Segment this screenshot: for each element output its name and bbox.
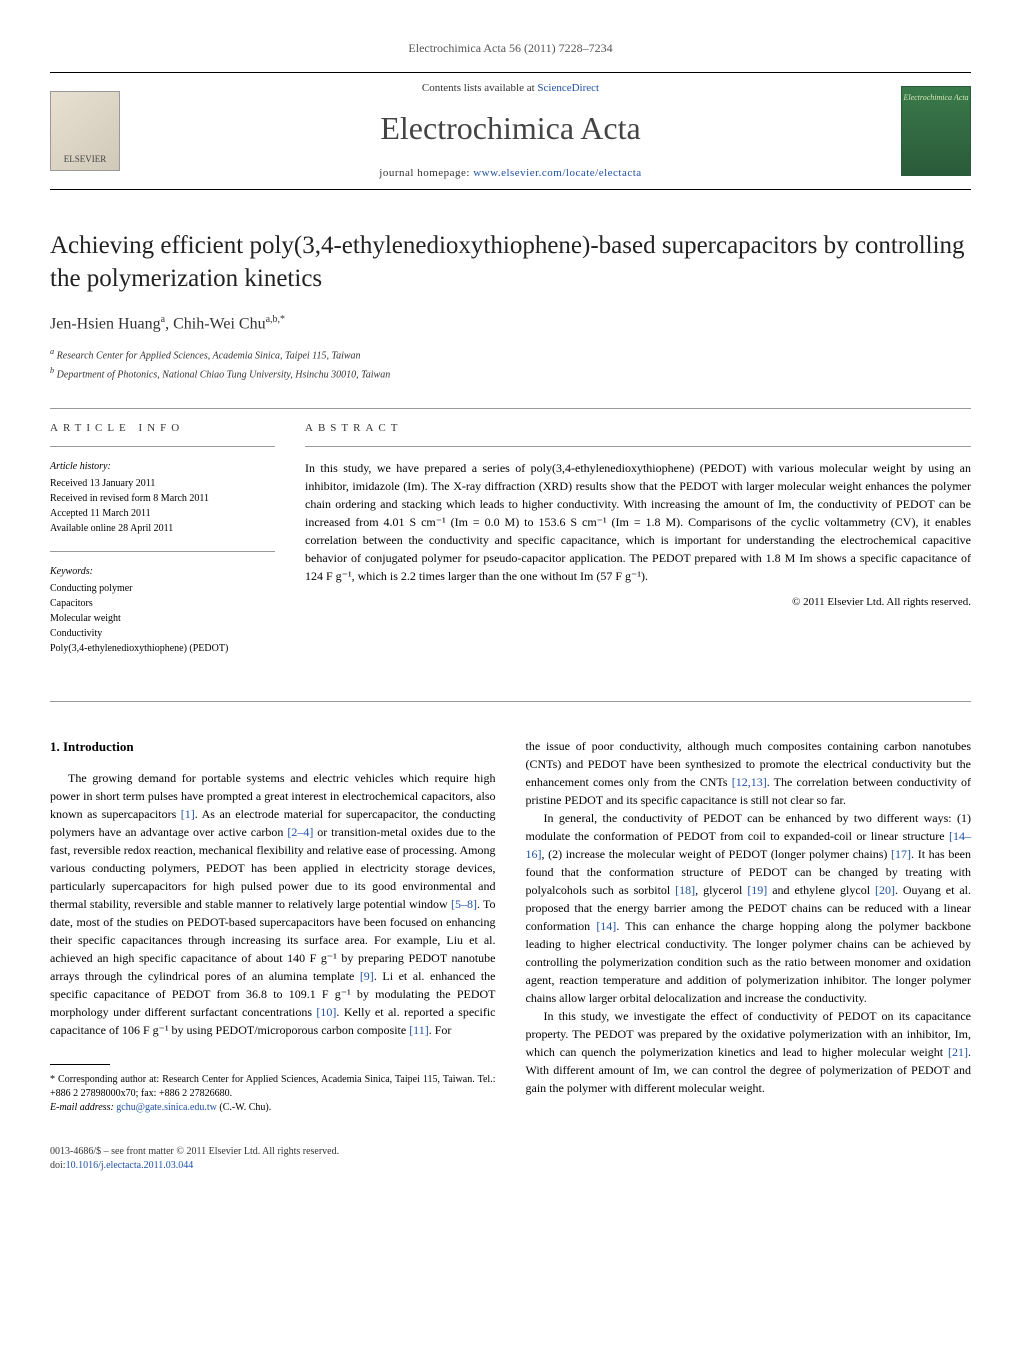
keyword: Conductivity xyxy=(50,626,275,641)
ref-link[interactable]: [21] xyxy=(948,1045,968,1059)
homepage-prefix: journal homepage: xyxy=(379,167,473,179)
divider xyxy=(50,446,275,447)
received-date: Received 13 January 2011 xyxy=(50,476,275,491)
divider xyxy=(50,551,275,552)
ref-link[interactable]: [9] xyxy=(360,969,374,983)
body-column-right: the issue of poor conductivity, although… xyxy=(526,737,972,1115)
corresponding-footnote: * Corresponding author at: Research Cent… xyxy=(50,1073,496,1101)
journal-name: Electrochimica Acta xyxy=(120,106,901,151)
ref-link[interactable]: [10] xyxy=(316,1005,336,1019)
divider xyxy=(305,446,971,447)
ref-link[interactable]: [1] xyxy=(181,807,195,821)
contents-lists-line: Contents lists available at ScienceDirec… xyxy=(120,81,901,96)
email-suffix: (C.-W. Chu). xyxy=(217,1102,271,1113)
history-label: Article history: xyxy=(50,459,275,474)
author-2-affil: a,b, xyxy=(266,314,280,325)
ref-link[interactable]: [12,13] xyxy=(732,775,767,789)
email-label: E-mail address: xyxy=(50,1102,116,1113)
ref-link[interactable]: [14] xyxy=(596,919,616,933)
doi-line: doi:10.1016/j.electacta.2011.03.044 xyxy=(50,1159,971,1173)
author-2: Chih-Wei Chu xyxy=(173,316,265,333)
journal-citation: Electrochimica Acta 56 (2011) 7228–7234 xyxy=(50,40,971,57)
ref-link[interactable]: [20] xyxy=(875,883,895,897)
author-1: Jen-Hsien Huang xyxy=(50,316,161,333)
sciencedirect-link[interactable]: ScienceDirect xyxy=(537,82,599,94)
ref-link[interactable]: [11] xyxy=(409,1023,429,1037)
divider xyxy=(50,701,971,702)
homepage-line: journal homepage: www.elsevier.com/locat… xyxy=(120,166,901,181)
abstract-column: ABSTRACT In this study, we have prepared… xyxy=(305,421,971,671)
bottom-publication-info: 0013-4686/$ – see front matter © 2011 El… xyxy=(50,1145,971,1173)
email-link[interactable]: gchu@gate.sinica.edu.tw xyxy=(116,1102,217,1113)
keyword: Capacitors xyxy=(50,596,275,611)
author-sep: , xyxy=(165,316,173,333)
body-column-left: 1. Introduction The growing demand for p… xyxy=(50,737,496,1115)
article-history: Article history: Received 13 January 201… xyxy=(50,459,275,536)
footnote-text: Corresponding author at: Research Center… xyxy=(50,1074,496,1099)
keywords-block: Keywords: Conducting polymer Capacitors … xyxy=(50,564,275,656)
affiliation-b: b Department of Photonics, National Chia… xyxy=(50,365,971,382)
corresponding-star: * xyxy=(280,314,285,325)
article-info-column: ARTICLE INFO Article history: Received 1… xyxy=(50,421,275,671)
footnote-separator xyxy=(50,1064,110,1065)
revised-date: Received in revised form 8 March 2011 xyxy=(50,491,275,506)
divider xyxy=(50,408,971,409)
contents-prefix: Contents lists available at xyxy=(422,82,537,94)
body-columns: 1. Introduction The growing demand for p… xyxy=(50,737,971,1115)
journal-banner: ELSEVIER Contents lists available at Sci… xyxy=(50,72,971,191)
meta-abstract-row: ARTICLE INFO Article history: Received 1… xyxy=(50,421,971,671)
keyword: Molecular weight xyxy=(50,611,275,626)
abstract-copyright: © 2011 Elsevier Ltd. All rights reserved… xyxy=(305,595,971,610)
affiliation-a: a Research Center for Applied Sciences, … xyxy=(50,346,971,363)
journal-cover-thumbnail: Electrochimica Acta xyxy=(901,86,971,176)
section-heading-intro: 1. Introduction xyxy=(50,737,496,757)
article-title: Achieving efficient poly(3,4-ethylenedio… xyxy=(50,230,971,295)
authors-line: Jen-Hsien Huanga, Chih-Wei Chua,b,* xyxy=(50,313,971,336)
affiliations: a Research Center for Applied Sciences, … xyxy=(50,346,971,383)
ref-link[interactable]: [17] xyxy=(891,847,911,861)
ref-link[interactable]: [18] xyxy=(675,883,695,897)
article-info-label: ARTICLE INFO xyxy=(50,421,275,436)
online-date: Available online 28 April 2011 xyxy=(50,521,275,536)
publisher-logo: ELSEVIER xyxy=(50,91,120,171)
intro-paragraph-3: In general, the conductivity of PEDOT ca… xyxy=(526,809,972,1007)
doi-link[interactable]: 10.1016/j.electacta.2011.03.044 xyxy=(66,1160,194,1171)
banner-center: Contents lists available at ScienceDirec… xyxy=(120,81,901,182)
ref-link[interactable]: [5–8] xyxy=(451,897,477,911)
email-footnote: E-mail address: gchu@gate.sinica.edu.tw … xyxy=(50,1101,496,1115)
abstract-label: ABSTRACT xyxy=(305,421,971,436)
intro-paragraph-1: The growing demand for portable systems … xyxy=(50,769,496,1039)
ref-link[interactable]: [2–4] xyxy=(287,825,313,839)
keyword: Conducting polymer xyxy=(50,581,275,596)
homepage-link[interactable]: www.elsevier.com/locate/electacta xyxy=(473,167,642,179)
issn-copyright: 0013-4686/$ – see front matter © 2011 El… xyxy=(50,1145,971,1159)
ref-link[interactable]: [19] xyxy=(747,883,767,897)
abstract-text: In this study, we have prepared a series… xyxy=(305,459,971,585)
keyword: Poly(3,4-ethylenedioxythiophene) (PEDOT) xyxy=(50,641,275,656)
accepted-date: Accepted 11 March 2011 xyxy=(50,506,275,521)
keywords-label: Keywords: xyxy=(50,564,275,579)
intro-paragraph-4: In this study, we investigate the effect… xyxy=(526,1007,972,1097)
intro-paragraph-2: the issue of poor conductivity, although… xyxy=(526,737,972,809)
